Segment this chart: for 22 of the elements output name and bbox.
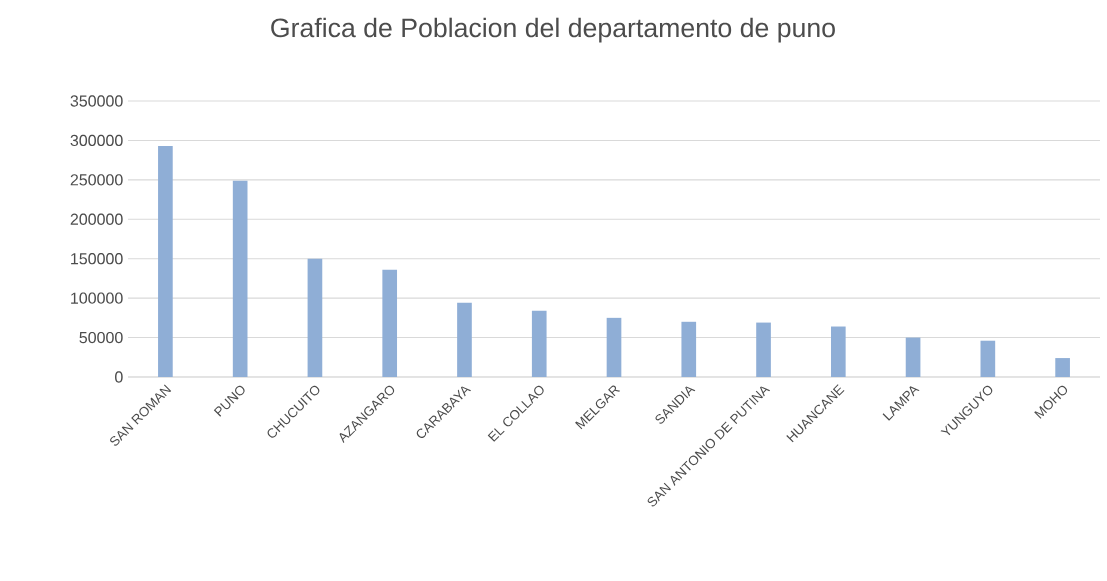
chart-title: Grafica de Poblacion del departamento de puno	[271, 17, 835, 43]
bar	[905, 337, 921, 377]
bar	[681, 321, 697, 377]
y-tick-label: 300000	[70, 134, 123, 147]
bar	[158, 145, 173, 377]
bar	[980, 340, 996, 377]
bar	[232, 180, 248, 377]
bar	[307, 258, 323, 377]
y-tick-label: 100000	[71, 292, 123, 304]
y-tick-label: 250000	[70, 174, 123, 186]
y-tick-label: 200000	[70, 213, 123, 225]
bar	[606, 317, 622, 377]
bar	[756, 322, 771, 377]
y-tick-label: 0	[115, 371, 123, 383]
bar	[1055, 358, 1070, 377]
bar	[382, 269, 398, 377]
y-tick-label: 150000	[71, 253, 123, 265]
y-tick-label: 350000	[70, 95, 123, 107]
bar	[830, 326, 846, 377]
bar	[457, 302, 472, 377]
bar	[531, 310, 547, 377]
y-tick-label: 50000	[79, 331, 123, 344]
